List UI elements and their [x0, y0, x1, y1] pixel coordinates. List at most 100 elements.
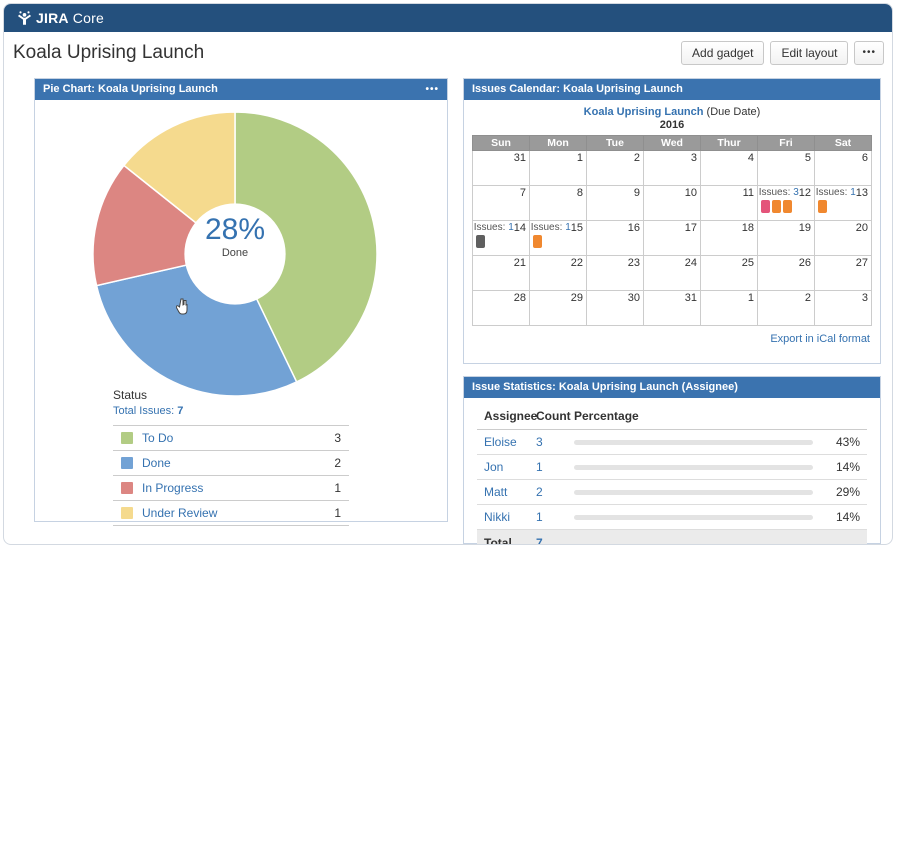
percentage-value: 14%: [835, 510, 860, 524]
issue-marker-icon[interactable]: [818, 200, 827, 213]
total-count: 7: [536, 536, 543, 545]
legend-table: To Do 3 Done 2 In Progress 1 Under Review 1: [113, 425, 349, 526]
export-ical-link[interactable]: Export in iCal format: [770, 333, 870, 345]
add-gadget-button[interactable]: Add gadget: [681, 41, 765, 65]
issue-marker-icon[interactable]: [772, 200, 781, 213]
issues-calendar-gadget: Issues Calendar: Koala Uprising Launch K…: [463, 78, 881, 364]
calendar-day-header: Tue: [586, 135, 644, 151]
calendar-day-cell: 10: [643, 185, 701, 221]
calendar-gadget-header[interactable]: Issues Calendar: Koala Uprising Launch: [464, 79, 880, 100]
pie-slice-to-do[interactable]: [234, 111, 378, 383]
calendar-day-cell: 31: [643, 290, 701, 326]
legend-row[interactable]: Under Review 1: [113, 500, 349, 526]
percentage-bar-zone: 14%: [574, 510, 860, 524]
calendar-day-cell: 8: [529, 185, 587, 221]
pie-gadget-menu-icon[interactable]: •••: [425, 84, 439, 95]
assignee-link[interactable]: Matt: [484, 485, 508, 499]
donut-center-label: 28% Done: [151, 214, 319, 260]
cell-issues-count-link[interactable]: 1: [508, 222, 514, 233]
issue-marker-icon[interactable]: [533, 235, 542, 248]
calendar-day-cell: 21: [472, 255, 530, 291]
legend-row[interactable]: Done 2: [113, 450, 349, 475]
day-number: 1: [576, 152, 583, 164]
count-link[interactable]: 1: [536, 510, 543, 524]
calendar-day-cell: 7: [472, 185, 530, 221]
legend-status-link[interactable]: To Do: [142, 431, 174, 445]
calendar-project-link[interactable]: Koala Uprising Launch: [583, 106, 704, 118]
stats-row: Matt 2 29%: [477, 480, 867, 505]
issue-marker-icon[interactable]: [783, 200, 792, 213]
day-number: 3: [861, 292, 868, 304]
page-title: Koala Uprising Launch: [13, 42, 205, 63]
calendar-day-header: Thur: [700, 135, 758, 151]
calendar-day-cell: 19: [757, 220, 815, 256]
calendar-day-cell: 2: [586, 150, 644, 186]
percentage-bar-zone: 29%: [574, 485, 860, 499]
day-number: 2: [804, 292, 811, 304]
calendar-day-cell: 5: [757, 150, 815, 186]
bar-track: [574, 439, 813, 445]
jira-logo[interactable]: JIRA Core: [17, 10, 104, 26]
pie-gadget-title: Pie Chart: Koala Uprising Launch: [43, 83, 218, 95]
count-link[interactable]: 3: [536, 435, 543, 449]
pie-gadget-header[interactable]: Pie Chart: Koala Uprising Launch •••: [35, 79, 447, 100]
donut-hole: [184, 203, 286, 305]
legend-swatch-icon: [121, 507, 133, 519]
cell-issues-label: Issues: 1: [473, 222, 514, 233]
legend-status-link[interactable]: Done: [142, 456, 171, 470]
calendar-day-cell: 4: [700, 150, 758, 186]
stats-gadget-header[interactable]: Issue Statistics: Koala Uprising Launch …: [464, 377, 880, 398]
dashboard-header: Koala Uprising Launch Add gadget Edit la…: [4, 32, 892, 76]
day-number: 4: [747, 152, 754, 164]
issue-marker-icon[interactable]: [476, 235, 485, 248]
col-percentage: Percentage: [574, 409, 639, 423]
cell-issues-count-link[interactable]: 3: [793, 187, 799, 198]
percentage-value: 14%: [835, 460, 860, 474]
calendar-day-cell: 17: [643, 220, 701, 256]
count-link[interactable]: 2: [536, 485, 543, 499]
calendar-day-cell: Issues: 1 15: [529, 220, 587, 256]
day-number: 24: [684, 257, 697, 269]
day-number: 5: [804, 152, 811, 164]
issue-marker-icon[interactable]: [761, 200, 770, 213]
legend-row[interactable]: In Progress 1: [113, 475, 349, 500]
day-number: 15: [570, 222, 583, 234]
calendar-day-cell: 9: [586, 185, 644, 221]
assignee-link[interactable]: Jon: [484, 460, 504, 474]
day-number: 18: [741, 222, 754, 234]
dashboard-more-button[interactable]: •••: [854, 41, 884, 65]
calendar-year: 2016: [659, 119, 685, 131]
legend-swatch-icon: [121, 432, 133, 444]
issue-markers: [533, 235, 583, 248]
percentage-value: 43%: [835, 435, 860, 449]
assignee-link[interactable]: Nikki: [484, 510, 510, 524]
calendar-footer: Export in iCal format: [474, 333, 870, 345]
calendar-day-header: Fri: [757, 135, 815, 151]
calendar-day-cell: 28: [472, 290, 530, 326]
calendar-day-cell: 1: [700, 290, 758, 326]
percentage-bar-zone: 43%: [574, 435, 860, 449]
cell-issues-count-link[interactable]: 1: [565, 222, 571, 233]
calendar-day-cell: Issues: 3 12: [757, 185, 815, 221]
day-number: 22: [570, 257, 583, 269]
count-link[interactable]: 1: [536, 460, 543, 474]
calendar-day-cell: 6: [814, 150, 872, 186]
day-number: 10: [684, 187, 697, 199]
issue-markers: [476, 235, 526, 248]
total-issues-link[interactable]: Total Issues: 7: [113, 405, 184, 417]
dashboard-container: JIRA Core Koala Uprising Launch Add gadg…: [3, 3, 893, 545]
calendar-day-cell: Issues: 1 14: [472, 220, 530, 256]
assignee-link[interactable]: Eloise: [484, 435, 517, 449]
legend-status-link[interactable]: In Progress: [142, 481, 204, 495]
jira-person-icon: [17, 10, 32, 26]
cell-issues-count-link[interactable]: 1: [850, 187, 856, 198]
legend-row[interactable]: To Do 3: [113, 425, 349, 450]
legend-count: 1: [334, 481, 341, 495]
day-number: 1: [747, 292, 754, 304]
calendar-day-header: Wed: [643, 135, 701, 151]
legend-status-link[interactable]: Under Review: [142, 506, 218, 520]
app-title: JIRA Core: [36, 10, 104, 26]
edit-layout-button[interactable]: Edit layout: [770, 41, 849, 65]
day-number: 8: [576, 187, 583, 199]
day-number: 17: [684, 222, 697, 234]
